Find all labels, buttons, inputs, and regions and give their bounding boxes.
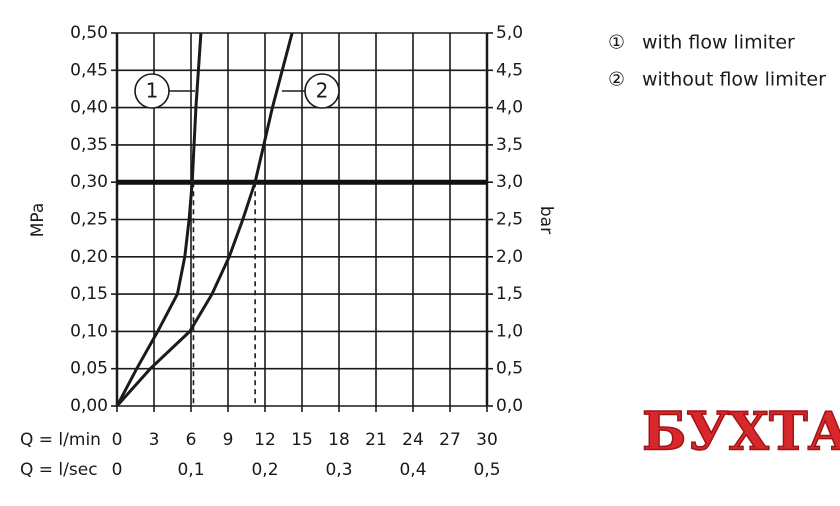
y-tick-label: 0,15 [70, 284, 108, 304]
watermark: БУХТА [642, 402, 840, 463]
y2-axis-title: bar [536, 206, 556, 234]
y-tick-label: 0,45 [70, 60, 108, 80]
x2-tick-label: 0,1 [177, 460, 204, 480]
legend-label: with flow limiter [642, 32, 795, 54]
y-tick-label: 0,10 [70, 321, 108, 341]
y2-tick-label: 0,5 [496, 359, 523, 379]
curve-label: 1 [146, 79, 159, 103]
legend-symbol: ② [608, 69, 625, 91]
y2-tick-label: 1,5 [496, 284, 523, 304]
x-tick-label: 6 [186, 430, 197, 450]
y-tick-label: 0,00 [70, 396, 108, 416]
curve [115, 32, 294, 407]
x-axis-title: Q = l/min [20, 430, 101, 450]
y2-tick-label: 5,0 [496, 23, 523, 43]
y-tick-label: 0,50 [70, 23, 108, 43]
x-tick-label: 30 [476, 430, 498, 450]
x-tick-label: 15 [291, 430, 313, 450]
curve [115, 32, 203, 407]
x-tick-label: 18 [328, 430, 350, 450]
y2-tick-label: 2,5 [496, 210, 523, 230]
curve-label-circle [134, 73, 170, 109]
y-tick-label: 0,40 [70, 98, 108, 118]
x2-tick-label: 0 [112, 460, 123, 480]
y2-tick-label: 0,0 [496, 396, 523, 416]
y-tick-label: 0,30 [70, 172, 108, 192]
y-tick-label: 0,25 [70, 210, 108, 230]
y-axis-title: MPa [28, 203, 48, 238]
legend-label: without flow limiter [642, 69, 826, 91]
x-tick-label: 27 [439, 430, 461, 450]
y2-tick-label: 4,0 [496, 98, 523, 118]
x-tick-label: 0 [112, 430, 123, 450]
x2-tick-label: 0,5 [473, 460, 500, 480]
legend-symbol: ① [608, 32, 625, 54]
y2-tick-label: 2,0 [496, 247, 523, 267]
x-tick-label: 9 [223, 430, 234, 450]
curve-label: 2 [316, 79, 329, 103]
y2-tick-label: 3,0 [496, 172, 523, 192]
y-tick-label: 0,35 [70, 135, 108, 155]
y-tick-label: 0,20 [70, 247, 108, 267]
x2-tick-label: 0,2 [251, 460, 278, 480]
x2-axis-title: Q = l/sec [20, 460, 98, 480]
y-tick-label: 0,05 [70, 359, 108, 379]
x2-tick-label: 0,4 [399, 460, 426, 480]
y2-tick-label: 1,0 [496, 321, 523, 341]
x-tick-label: 12 [254, 430, 276, 450]
y2-tick-label: 4,5 [496, 60, 523, 80]
x-tick-label: 21 [365, 430, 387, 450]
x-tick-label: 24 [402, 430, 424, 450]
curve-label-circle [304, 73, 340, 109]
x2-tick-label: 0,3 [325, 460, 352, 480]
y2-tick-label: 3,5 [496, 135, 523, 155]
x-tick-label: 3 [149, 430, 160, 450]
